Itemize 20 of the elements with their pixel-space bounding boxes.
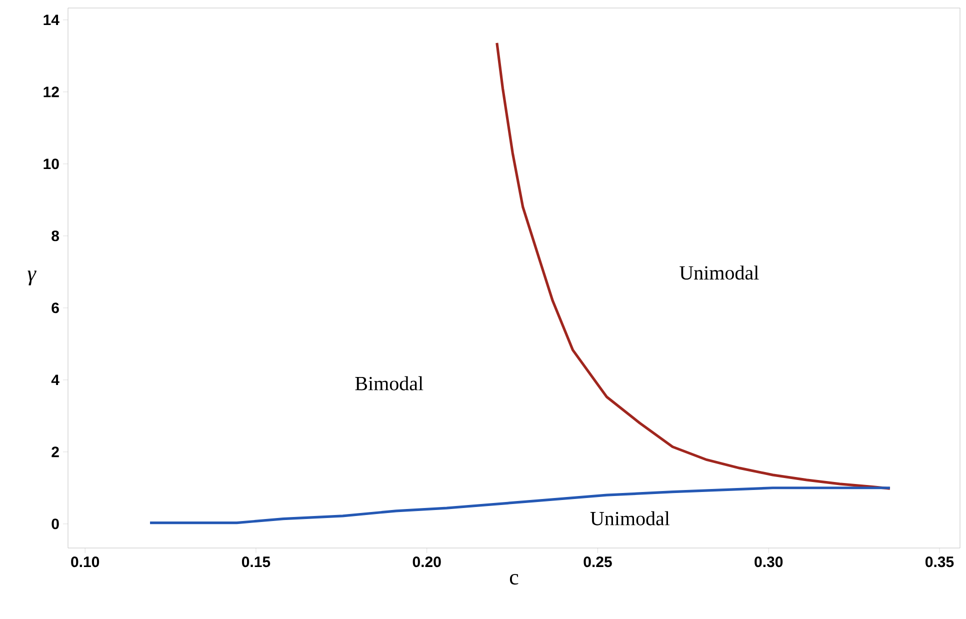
x-tick-label: 0.10 — [71, 556, 100, 568]
annotation: Unimodal — [680, 266, 759, 280]
x-tick-label: 0.25 — [584, 556, 612, 568]
y-tick-label: 10 — [44, 158, 59, 170]
y-tick-label: 2 — [52, 446, 59, 458]
y-tick-label: 0 — [52, 518, 59, 530]
x-axis-title: c — [510, 574, 518, 585]
x-tick-label: 0.35 — [926, 556, 954, 568]
x-tick-label: 0.15 — [242, 556, 270, 568]
x-tick-label: 0.20 — [412, 556, 441, 568]
y-tick-label: 6 — [52, 302, 59, 314]
y-tick-label: 12 — [44, 86, 59, 98]
y-tick-label: 14 — [44, 14, 60, 26]
y-axis-title: γ — [28, 270, 36, 286]
annotation: Bimodal — [355, 376, 424, 390]
annotation: Unimodal — [590, 511, 670, 526]
y-tick-label: 4 — [51, 374, 60, 386]
line-series — [496, 42, 892, 490]
x-tick-label: 0.30 — [754, 556, 783, 568]
y-tick-label: 8 — [52, 230, 60, 242]
